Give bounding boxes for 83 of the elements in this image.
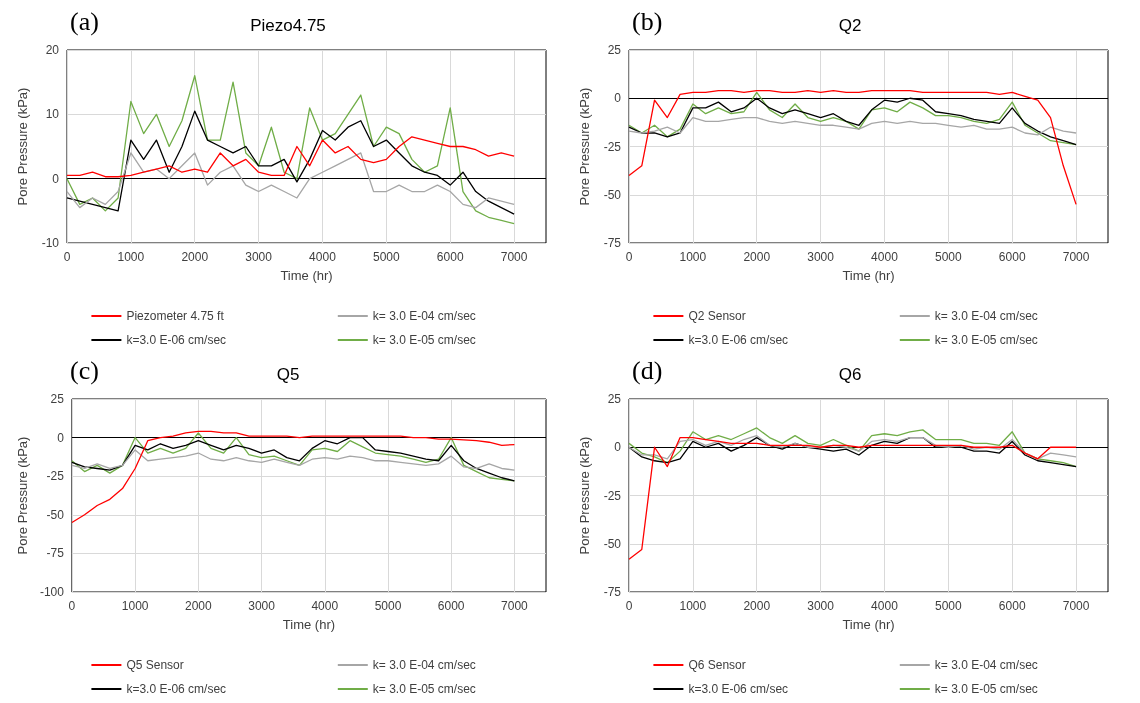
legend-label: k= 3.0 E-05 cm/sec (934, 333, 1038, 347)
legend-label: k=3.0 E-06 cm/sec (126, 682, 227, 696)
x-axis-title: Time (hr) (842, 268, 895, 283)
text: (c) (70, 355, 99, 385)
x-tick-label: 0 (68, 599, 76, 613)
y-tick-label: 0 (52, 171, 60, 186)
y-tick-label: 20 (45, 43, 60, 57)
x-tick-label: 7000 (1062, 599, 1090, 613)
x-tick-label: 3000 (248, 599, 276, 613)
x-tick-label: 2000 (743, 250, 771, 264)
x-tick-label: 5000 (374, 599, 402, 613)
y-tick-label: -100 (39, 585, 65, 599)
chart-title: Q6 (838, 365, 862, 384)
x-tick-label: 5000 (934, 250, 962, 264)
text: (a) (70, 6, 99, 36)
legend-label: Q6 Sensor (688, 658, 746, 672)
x-tick-label: 3000 (807, 250, 835, 264)
x-axis-title: Time (hr) (280, 268, 333, 283)
legend-label: k=3.0 E-06 cm/sec (688, 682, 789, 696)
x-tick-label: 0 (625, 599, 633, 613)
y-tick-label: 0 (614, 91, 622, 106)
y-tick-label: -75 (46, 546, 65, 561)
y-tick-label: -50 (603, 536, 622, 551)
y-tick-label: -25 (603, 139, 622, 154)
y-tick-label: -75 (603, 585, 622, 599)
x-tick-label: 3000 (245, 250, 273, 264)
x-axis-title: Time (hr) (842, 617, 895, 632)
text: (d) (632, 355, 663, 385)
x-tick-label: 1000 (117, 250, 145, 264)
legend-label: k=3.0 E-06 cm/sec (126, 333, 227, 347)
x-tick-label: 1000 (121, 599, 149, 613)
legend-label: Q5 Sensor (126, 658, 184, 672)
legend-label: k= 3.0 E-04 cm/sec (372, 309, 476, 323)
legend-label: k= 3.0 E-05 cm/sec (372, 333, 476, 347)
x-tick-label: 4000 (871, 250, 899, 264)
x-tick-label: 2000 (184, 599, 213, 613)
legend-label: k= 3.0 E-05 cm/sec (934, 682, 1038, 696)
y-axis-title: Pore Pressure (kPa) (577, 87, 592, 206)
y-tick-label: -50 (46, 507, 65, 522)
x-tick-label: 1000 (679, 250, 707, 264)
y-tick-label: -25 (603, 488, 622, 503)
y-axis-title: Pore Pressure (kPa) (15, 436, 30, 555)
y-tick-label: 25 (50, 392, 65, 406)
x-tick-label: 2000 (181, 250, 209, 264)
chart-title: Q2 (838, 16, 862, 35)
y-tick-label: 10 (45, 107, 60, 122)
legend-label: k= 3.0 E-04 cm/sec (934, 309, 1038, 323)
legend-label: k= 3.0 E-04 cm/sec (934, 658, 1038, 672)
x-tick-label: 3000 (807, 599, 835, 613)
x-tick-label: 7000 (1062, 250, 1090, 264)
x-tick-label: 4000 (309, 250, 337, 264)
y-tick-label: 0 (57, 430, 65, 445)
x-tick-label: 6000 (998, 250, 1026, 264)
x-tick-label: 5000 (372, 250, 400, 264)
legend-label: k= 3.0 E-04 cm/sec (372, 658, 476, 672)
y-tick-label: -50 (603, 187, 622, 202)
x-tick-label: 6000 (437, 599, 465, 613)
chart-title: Piezo4.75 (250, 16, 326, 35)
x-tick-label: 7000 (501, 599, 529, 613)
x-tick-label: 5000 (934, 599, 962, 613)
x-axis-title: Time (hr) (282, 617, 336, 632)
chart-title: Q5 (276, 365, 300, 384)
y-tick-label: -25 (46, 469, 65, 484)
x-tick-label: 7000 (500, 250, 528, 264)
y-axis-title: Pore Pressure (kPa) (15, 87, 30, 206)
y-tick-label: 25 (607, 392, 622, 406)
y-tick-label: 25 (607, 43, 622, 57)
y-tick-label: -10 (41, 236, 60, 250)
legend-label: k=3.0 E-06 cm/sec (688, 333, 789, 347)
x-tick-label: 1000 (679, 599, 707, 613)
x-tick-label: 6000 (998, 599, 1026, 613)
legend-label: k= 3.0 E-05 cm/sec (372, 682, 476, 696)
y-tick-label: -75 (603, 236, 622, 250)
y-tick-label: 0 (614, 440, 622, 455)
x-tick-label: 0 (625, 250, 633, 264)
x-tick-label: 4000 (871, 599, 899, 613)
legend-label: Q2 Sensor (688, 309, 746, 323)
x-tick-label: 2000 (743, 599, 771, 613)
y-axis-title: Pore Pressure (kPa) (577, 436, 592, 555)
x-tick-label: 4000 (311, 599, 339, 613)
x-tick-label: 6000 (436, 250, 464, 264)
text: (b) (632, 6, 663, 36)
legend-label: Piezometer 4.75 ft (126, 309, 225, 323)
